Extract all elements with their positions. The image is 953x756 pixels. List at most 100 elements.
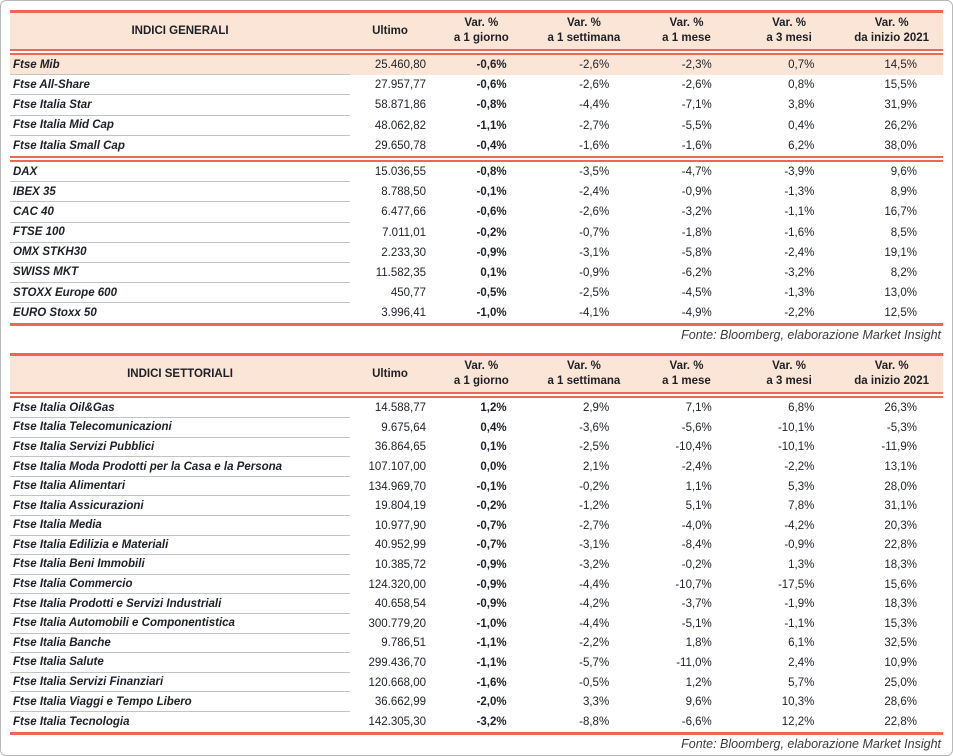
- index-name: Ftse Italia Salute: [10, 653, 350, 673]
- value-var-4: 22,8%: [884, 715, 917, 728]
- value-var-1: -2,5%: [579, 287, 610, 300]
- value-var-4: 25,0%: [884, 676, 917, 689]
- value-var-4: 15,3%: [884, 617, 917, 630]
- value-var-1: -5,7%: [579, 656, 610, 669]
- value-var-1: -2,7%: [579, 519, 610, 532]
- value-var-1: -8,8%: [579, 715, 610, 728]
- index-name: Ftse Mib: [10, 55, 350, 76]
- value-var-0: -0,8%: [476, 99, 507, 112]
- value-var-0: -1,1%: [476, 119, 507, 132]
- value-var-0: -0,2%: [476, 500, 507, 513]
- value-var-0: -0,9%: [476, 246, 507, 259]
- table-row: Ftse Italia Moda Prodotti per la Casa e …: [10, 457, 943, 477]
- value-var-3: 0,4%: [788, 119, 815, 132]
- table-row: Ftse Italia Media 10.977,90 -0,7% -2,7% -4,0…: [10, 516, 943, 536]
- column-header-ultimo: Ultimo: [372, 368, 408, 381]
- table-row: Ftse Italia Prodotti e Servizi Industria…: [10, 594, 943, 614]
- index-name: Ftse Italia Prodotti e Servizi Industria…: [10, 594, 350, 614]
- table-row: Ftse All-Share 27.957,77 -0,6% -2,6% -2,6% 0,…: [10, 75, 943, 96]
- table-row: Ftse Italia Star 58.871,86 -0,8% -4,4% -7,1%…: [10, 95, 943, 116]
- value-var-0: -1,0%: [476, 307, 507, 320]
- value-var-4: 28,0%: [884, 480, 917, 493]
- table-header: INDICI GENERALI Ultimo Var. % a 1 giorno…: [10, 13, 943, 49]
- value-ultimo: 2.233,30: [381, 246, 426, 259]
- table-header: INDICI SETTORIALI Ultimo Var. % a 1 gior…: [10, 356, 943, 393]
- value-var-2: -11,0%: [676, 656, 712, 669]
- value-var-2: -10,4%: [675, 441, 712, 454]
- value-var-2: -1,8%: [681, 226, 712, 239]
- table-row: Ftse Italia Small Cap 29.650,78 -0,4% -1,6%…: [10, 136, 943, 156]
- value-ultimo: 11.582,35: [375, 266, 426, 279]
- value-var-0: 1,2%: [480, 402, 507, 415]
- value-var-4: 18,3%: [884, 558, 917, 571]
- value-var-4: 12,5%: [884, 307, 917, 320]
- table-bottom-rule: [10, 323, 943, 327]
- column-header-ultimo: Ultimo: [372, 25, 408, 37]
- index-name: SWISS MKT: [10, 263, 350, 284]
- table-row: Ftse Italia Oil&Gas 14.588,77 1,2% 2,9% 7,1%…: [10, 398, 943, 419]
- value-var-2: -10,7%: [675, 578, 712, 591]
- value-ultimo: 40.952,99: [374, 539, 426, 552]
- index-name: FTSE 100: [10, 223, 350, 243]
- value-var-3: 6,2%: [788, 139, 815, 152]
- table-row: FTSE 100 7.011,01 -0,2% -0,7% -1,8% -1,6% 8,5%: [10, 223, 943, 243]
- value-var-1: -0,5%: [579, 676, 610, 689]
- value-var-3: 12,2%: [781, 715, 815, 728]
- table-row: Ftse Mib 25.460,80 -0,6% -2,6% -2,3% 0,7% 14,5…: [10, 55, 943, 76]
- value-var-1: -3,2%: [579, 558, 610, 571]
- value-var-4: 32,5%: [884, 637, 917, 650]
- value-ultimo: 3.996,41: [381, 307, 426, 320]
- table-row: Ftse Italia Edilizia e Materiali 40.952,9…: [10, 536, 943, 556]
- value-ultimo: 107.107,00: [368, 461, 426, 474]
- value-var-4: 14,5%: [884, 59, 917, 72]
- index-name: Ftse Italia Servizi Finanziari: [10, 673, 350, 693]
- value-var-4: -5,3%: [886, 421, 917, 434]
- column-header-var-1settimana: Var. % a 1 settimana: [547, 17, 621, 44]
- table-row: Ftse Italia Salute 299.436,70 -1,1% -5,7% -1…: [10, 653, 943, 673]
- value-var-0: 0,0%: [480, 461, 507, 474]
- value-var-2: -0,2%: [681, 558, 712, 571]
- table-row: Ftse Italia Servizi Finanziari 120.668,00…: [10, 673, 943, 693]
- index-name: Ftse Italia Assicurazioni: [10, 496, 350, 516]
- value-var-3: 7,8%: [788, 500, 815, 513]
- index-name: Ftse Italia Telecomunicazioni: [10, 418, 350, 438]
- value-var-4: 26,2%: [884, 119, 917, 132]
- index-name: Ftse Italia Small Cap: [13, 139, 125, 152]
- value-var-1: -2,5%: [579, 441, 610, 454]
- value-var-2: -7,1%: [681, 99, 712, 112]
- value-var-0: -0,6%: [476, 206, 507, 219]
- index-name: Ftse All-Share: [10, 75, 350, 96]
- column-header-var-1settimana: Var. % a 1 settimana: [547, 360, 621, 388]
- value-ultimo: 15.036,55: [374, 166, 426, 179]
- value-var-1: -4,4%: [579, 617, 610, 630]
- column-header-var-inizio2021: Var. % da inizio 2021: [854, 360, 930, 388]
- value-var-2: -2,4%: [681, 461, 712, 474]
- value-var-1: -3,6%: [579, 421, 610, 434]
- value-ultimo: 124.320,00: [368, 578, 426, 591]
- value-var-4: 31,1%: [884, 500, 917, 513]
- table-row: EURO Stoxx 50 3.996,41 -1,0% -4,1% -4,9% -2,2…: [10, 303, 943, 323]
- table-row: Ftse Italia Banche 9.786,51 -1,1% -2,2% 1,8%…: [10, 634, 943, 654]
- value-var-3: 6,1%: [788, 637, 815, 650]
- value-var-1: -1,2%: [579, 500, 610, 513]
- value-var-3: -4,2%: [784, 519, 815, 532]
- value-ultimo: 6.477,66: [381, 206, 426, 219]
- table-body: Ftse Italia Oil&Gas 14.588,77 1,2% 2,9% 7,1%…: [10, 398, 943, 731]
- value-var-2: 5,1%: [685, 500, 712, 513]
- column-header-title: INDICI SETTORIALI: [127, 368, 233, 381]
- index-name: Ftse Italia Star: [10, 95, 350, 116]
- value-var-3: -3,2%: [784, 266, 815, 279]
- value-var-4: 18,3%: [884, 598, 917, 611]
- value-var-3: 6,8%: [788, 402, 815, 415]
- value-var-2: -4,0%: [681, 519, 712, 532]
- value-var-3: -3,9%: [784, 166, 815, 179]
- value-ultimo: 25.460,80: [374, 59, 426, 72]
- value-var-4: 20,3%: [884, 519, 917, 532]
- value-var-0: -0,8%: [476, 166, 507, 179]
- table-row: STOXX Europe 600 450,77 -0,5% -2,5% -4,5% -1,…: [10, 283, 943, 304]
- value-var-4: 8,5%: [890, 226, 917, 239]
- table-row: SWISS MKT 11.582,35 0,1% -0,9% -6,2% -3,2% 8,2…: [10, 263, 943, 284]
- table-row: CAC 40 6.477,66 -0,6% -2,6% -3,2% -1,1% 16,7%: [10, 202, 943, 223]
- table-row: Ftse Italia Assicurazioni 19.804,19 -0,2% -…: [10, 496, 943, 516]
- value-ultimo: 9.786,51: [381, 637, 426, 650]
